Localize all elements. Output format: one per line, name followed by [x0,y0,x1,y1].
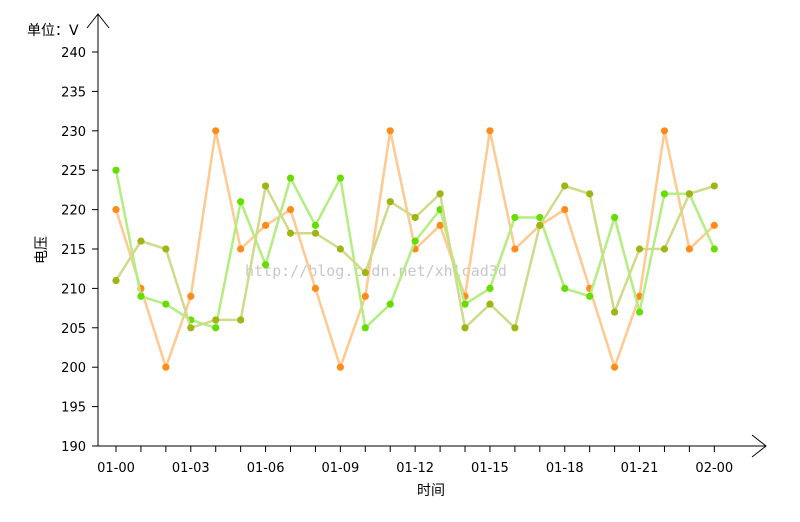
x-tick-label: 01-18 [546,461,584,476]
unit-label: 单位：V [27,23,79,39]
data-point [187,292,195,300]
data-point [586,190,594,198]
x-axis-arrow [751,434,767,458]
y-axis-title: 电压 [34,236,50,264]
data-point [261,182,270,190]
data-point [386,300,394,308]
y-tick-label: 235 [61,85,86,100]
data-point [286,206,295,214]
data-point [561,284,569,292]
data-point [611,213,619,222]
data-point [685,245,693,253]
x-tick-label: 01-00 [97,461,135,476]
data-point [361,324,369,332]
data-point [710,182,718,190]
data-point [635,245,644,253]
data-point [261,261,270,269]
data-point [611,363,619,371]
x-axis-title: 时间 [417,483,445,499]
y-tick-label: 200 [61,361,86,376]
data-point [137,237,145,245]
data-point [212,316,220,324]
x-tick-label: 01-21 [621,461,659,476]
data-point [660,245,669,253]
data-point [710,245,718,253]
data-point [586,292,594,300]
data-point [311,229,320,237]
y-tick-label: 190 [61,440,86,455]
data-point [311,221,320,229]
data-point [286,174,295,182]
data-point [112,276,120,285]
data-point [486,284,494,292]
series-layer [112,127,718,371]
data-point [336,174,344,182]
data-point [511,245,519,253]
data-point [561,206,569,214]
data-point [361,292,369,300]
data-point [112,206,120,214]
data-point [660,127,669,135]
series-1 [112,127,718,371]
x-ticks: 01-00 01-03 01-06 01-09 01-12 01-15 01-18 01-21… [97,446,733,476]
data-point [386,127,394,135]
y-axis-arrow [86,13,110,29]
x-tick-label: 01-12 [396,461,434,476]
data-point [237,245,245,253]
data-point [137,292,145,300]
data-point [286,229,295,237]
y-tick-label: 215 [61,243,86,258]
data-point [162,300,170,308]
data-point [261,221,270,229]
data-point [685,190,693,198]
data-point [536,221,544,229]
y-tick-label: 195 [61,401,86,416]
y-tick-label: 210 [61,282,86,297]
data-point [386,198,394,206]
data-point [611,308,619,316]
y-tick-label: 225 [61,164,86,179]
data-point [436,221,444,229]
x-tick-label: 01-06 [247,461,285,476]
data-point [635,308,644,316]
data-point [511,324,519,332]
data-point [561,182,569,190]
data-point [361,269,369,277]
data-point [411,213,419,222]
data-point [162,363,170,371]
series-3 [112,182,718,332]
x-tick-label: 01-03 [172,461,210,476]
data-point [162,245,170,253]
x-tick-label: 02-00 [695,461,733,476]
data-point [486,127,494,135]
data-point [461,324,469,332]
data-point [212,127,220,135]
data-point [436,190,444,198]
data-point [411,237,419,245]
data-point [511,213,519,222]
x-tick-label: 01-09 [321,461,359,476]
y-tick-label: 230 [61,125,86,140]
data-point [112,166,120,174]
x-tick-label: 01-15 [471,461,509,476]
data-point [710,221,718,229]
data-point [311,284,320,292]
data-point [212,324,220,332]
y-tick-label: 220 [61,204,86,219]
data-point [336,363,344,371]
axes [86,13,767,458]
data-point [461,300,469,308]
data-point [486,300,494,308]
data-point [237,316,245,324]
data-point [336,245,344,253]
y-ticks: 190 195 200 205 210 215 220 225 230 235 240 [61,46,98,455]
y-tick-label: 205 [61,322,86,337]
data-point [187,324,195,332]
data-point [536,213,544,222]
y-tick-label: 240 [61,46,86,61]
data-point [237,198,245,206]
data-point [660,190,669,198]
